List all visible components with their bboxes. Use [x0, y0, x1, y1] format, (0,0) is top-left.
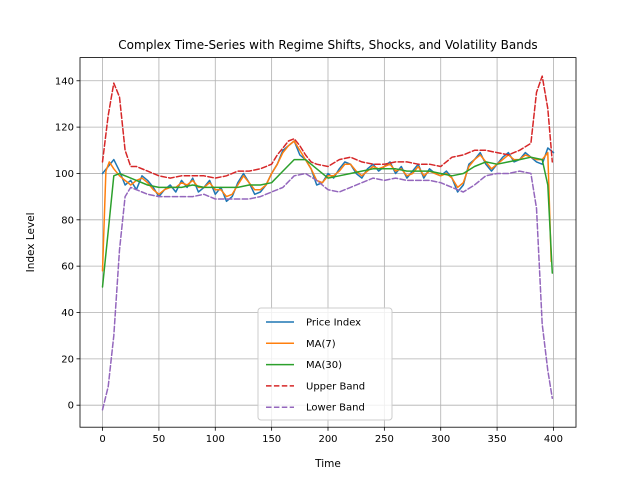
x-tick-label: 250: [375, 434, 394, 445]
series-line-upper-band: [101, 75, 554, 179]
x-tick-label: 200: [318, 434, 337, 445]
legend: Price Index MA(7) MA(30) Upper Band Lower Ba…: [257, 307, 393, 421]
x-tick-label: 0: [99, 434, 105, 445]
x-tick-label: 50: [153, 434, 166, 445]
x-tick-label: 400: [544, 434, 563, 445]
x-ticks: 0 50 100 150 200 250 300 350 400: [99, 427, 563, 445]
legend-label: Price Index: [306, 318, 361, 329]
chart-title: Complex Time-Series with Regime Shifts, …: [118, 38, 537, 52]
y-axis-label: Index Level: [25, 212, 37, 272]
legend-label: MA(7): [306, 339, 336, 350]
y-tick-label: 100: [55, 169, 74, 180]
legend-box: [257, 307, 393, 421]
x-tick-label: 150: [262, 434, 281, 445]
y-ticks: 0 20 40 60 80 100 120 140: [55, 76, 80, 412]
series-line-lower-band: [101, 170, 554, 411]
x-tick-label: 100: [206, 434, 225, 445]
x-tick-label: 350: [488, 434, 507, 445]
x-tick-label: 300: [431, 434, 450, 445]
legend-label: Upper Band: [306, 381, 365, 392]
y-tick-label: 60: [61, 262, 74, 273]
series-line-ma-30: [101, 156, 554, 288]
y-tick-label: 20: [61, 354, 74, 365]
y-tick-label: 40: [61, 308, 74, 319]
legend-label: MA(30): [306, 360, 342, 371]
y-tick-label: 140: [55, 76, 74, 87]
y-tick-label: 80: [61, 215, 74, 226]
y-tick-label: 120: [55, 123, 74, 134]
legend-label: Lower Band: [306, 403, 365, 414]
x-axis-label: Time: [314, 458, 341, 470]
y-tick-label: 0: [68, 401, 74, 412]
series-group: [101, 75, 555, 411]
